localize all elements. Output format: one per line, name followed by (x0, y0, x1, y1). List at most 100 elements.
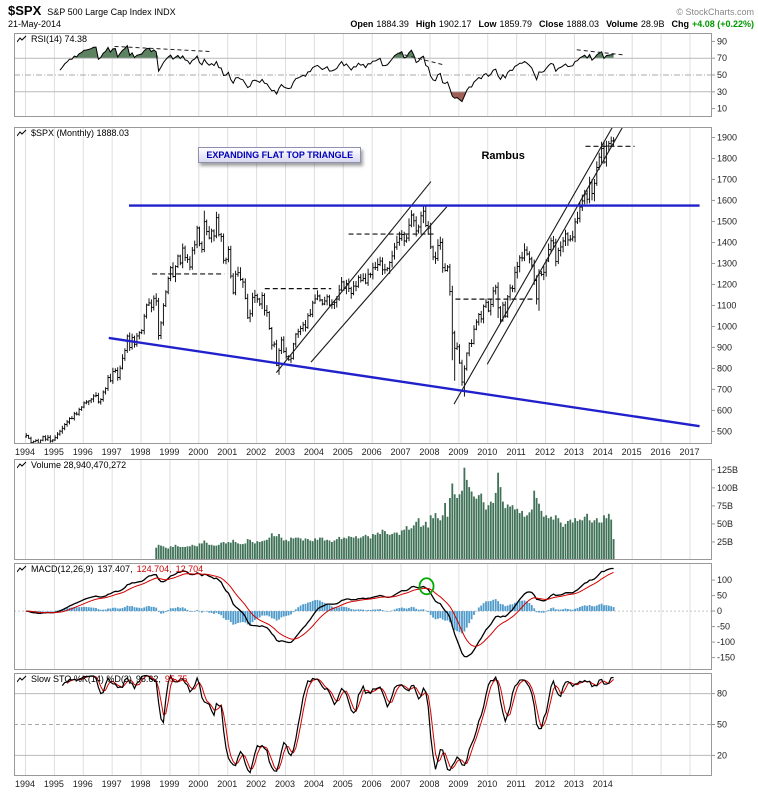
svg-text:80: 80 (717, 689, 727, 699)
svg-text:2002: 2002 (246, 779, 266, 789)
svg-text:2000: 2000 (188, 779, 208, 789)
svg-text:2009: 2009 (448, 779, 468, 789)
svg-text:0: 0 (717, 606, 722, 616)
macd-panel: 100 50 0 -50 -100 -150 MACD(12,26,9) 137.407,… (14, 563, 758, 670)
svg-text:1996: 1996 (73, 779, 93, 789)
svg-text:1994: 1994 (15, 447, 35, 457)
volume-label-text: Volume 28,940,470,272 (31, 460, 127, 470)
svg-text:2000: 2000 (188, 447, 208, 457)
svg-text:90: 90 (717, 36, 727, 46)
price-label: $SPX (Monthly) 1888.03 (17, 128, 129, 138)
indicator-icon (17, 35, 27, 42)
svg-text:1400: 1400 (717, 237, 737, 247)
svg-text:2008: 2008 (419, 779, 439, 789)
volume-label: Volume 28,940,470,272 (17, 460, 126, 470)
svg-text:1300: 1300 (717, 258, 737, 268)
svg-text:50: 50 (717, 70, 727, 80)
high-label: High (415, 19, 436, 29)
svg-text:2016: 2016 (651, 447, 671, 457)
rambus-watermark: Rambus (481, 149, 525, 162)
svg-text:2014: 2014 (593, 779, 613, 789)
macd-value-3: 12.704 (175, 564, 204, 574)
chg-value: +4.08 (+0.22%) (691, 19, 754, 29)
volume-label: Volume (606, 19, 638, 29)
header-row-2: 21-May-2014 Open 1884.39 High 1902.17 Low 185… (8, 19, 754, 29)
svg-text:700: 700 (717, 384, 732, 394)
svg-text:1997: 1997 (102, 779, 122, 789)
svg-text:1100: 1100 (717, 300, 736, 310)
svg-text:1999: 1999 (159, 447, 179, 457)
svg-text:2005: 2005 (333, 447, 353, 457)
triangle-annotation-label: EXPANDING FLAT TOP TRIANGLE (198, 146, 362, 163)
svg-text:2010: 2010 (477, 779, 497, 789)
svg-text:1700: 1700 (717, 174, 737, 184)
svg-text:2007: 2007 (391, 779, 411, 789)
svg-text:2003: 2003 (275, 779, 295, 789)
indicator-icon (17, 129, 27, 136)
svg-text:1998: 1998 (131, 779, 151, 789)
svg-text:75B: 75B (717, 501, 733, 511)
svg-text:125B: 125B (717, 465, 738, 475)
indicator-icon (17, 461, 27, 468)
svg-text:1998: 1998 (131, 447, 151, 457)
svg-text:1000: 1000 (717, 321, 737, 331)
svg-text:100B: 100B (717, 483, 738, 493)
chart-date: 21-May-2014 (8, 19, 62, 29)
svg-text:50: 50 (717, 591, 727, 601)
svg-text:2013: 2013 (564, 779, 584, 789)
price-panel: 1900 1800 1700 1600 1500 1400 1300 1200 1100 1000… (14, 127, 758, 444)
volume-plot: 125B 100B 75B 50B 25B (14, 459, 738, 560)
macd-label-text: MACD(12,26,9) (31, 564, 94, 574)
stochastic-label: Slow STO %K(14) %D(3) 96.62, 95.75 (17, 674, 187, 684)
rsi-panel: 90 70 50 30 10 RSI(14) 74.38 (14, 33, 758, 117)
indicator-icon (17, 565, 27, 572)
svg-text:1999: 1999 (159, 779, 179, 789)
header-row-1: $SPX S&P 500 Large Cap Index INDX © Stoc… (8, 3, 754, 18)
svg-text:2008: 2008 (419, 447, 439, 457)
main-x-axis: 1994 1995 1996 1997 1998 1999 2000 2001 2002 2003… (14, 445, 758, 458)
chart-header: $SPX S&P 500 Large Cap Index INDX © Stoc… (8, 3, 754, 29)
sto-label-text: Slow STO %K(14) %D(3) (31, 674, 132, 684)
svg-text:-100: -100 (717, 637, 735, 647)
indicator-icon (17, 675, 27, 682)
svg-text:1800: 1800 (717, 153, 737, 163)
svg-text:1200: 1200 (717, 279, 737, 289)
copyright: © StockCharts.com (676, 7, 754, 17)
svg-text:70: 70 (717, 53, 727, 63)
svg-text:2001: 2001 (217, 447, 237, 457)
svg-text:2006: 2006 (362, 447, 382, 457)
chg-label: Chg (671, 19, 689, 29)
volume-panel: 125B 100B 75B 50B 25B Volume 28,940,470,272 (14, 459, 758, 560)
open-value: 1884.39 (376, 19, 409, 29)
svg-text:50: 50 (717, 720, 727, 730)
svg-text:2015: 2015 (622, 447, 642, 457)
svg-text:1994: 1994 (15, 779, 35, 789)
close-value: 1888.03 (566, 19, 600, 29)
svg-text:600: 600 (717, 405, 732, 415)
svg-text:30: 30 (717, 87, 727, 97)
price-label-text: $SPX (Monthly) 1888.03 (31, 128, 130, 138)
price-plot: 1900 1800 1700 1600 1500 1400 1300 1200 1100 1000… (14, 127, 737, 444)
close-label: Close (539, 19, 564, 29)
svg-text:-150: -150 (717, 653, 735, 663)
svg-text:2010: 2010 (477, 447, 497, 457)
svg-text:1995: 1995 (44, 779, 64, 789)
svg-text:2017: 2017 (679, 447, 699, 457)
stochastic-plot: 80 50 20 (14, 673, 727, 776)
svg-text:10: 10 (717, 104, 727, 114)
lower-x-axis: 1994 1995 1996 1997 1998 1999 2000 2001 2002 2003… (14, 777, 758, 790)
rsi-label: RSI(14) 74.38 (17, 34, 87, 44)
svg-text:2009: 2009 (448, 447, 468, 457)
rsi-label-text: RSI(14) 74.38 (31, 34, 88, 44)
svg-text:-50: -50 (717, 622, 730, 632)
svg-text:2012: 2012 (535, 779, 555, 789)
low-value: 1859.79 (499, 19, 533, 29)
macd-value-2: 124.704, (136, 564, 172, 574)
svg-text:2006: 2006 (362, 779, 382, 789)
svg-text:20: 20 (717, 750, 727, 760)
macd-value-1: 137.407, (97, 564, 133, 574)
svg-text:25B: 25B (717, 537, 733, 547)
svg-text:1997: 1997 (102, 447, 122, 457)
svg-text:1995: 1995 (44, 447, 64, 457)
sto-value-1: 96.62, (135, 674, 161, 684)
